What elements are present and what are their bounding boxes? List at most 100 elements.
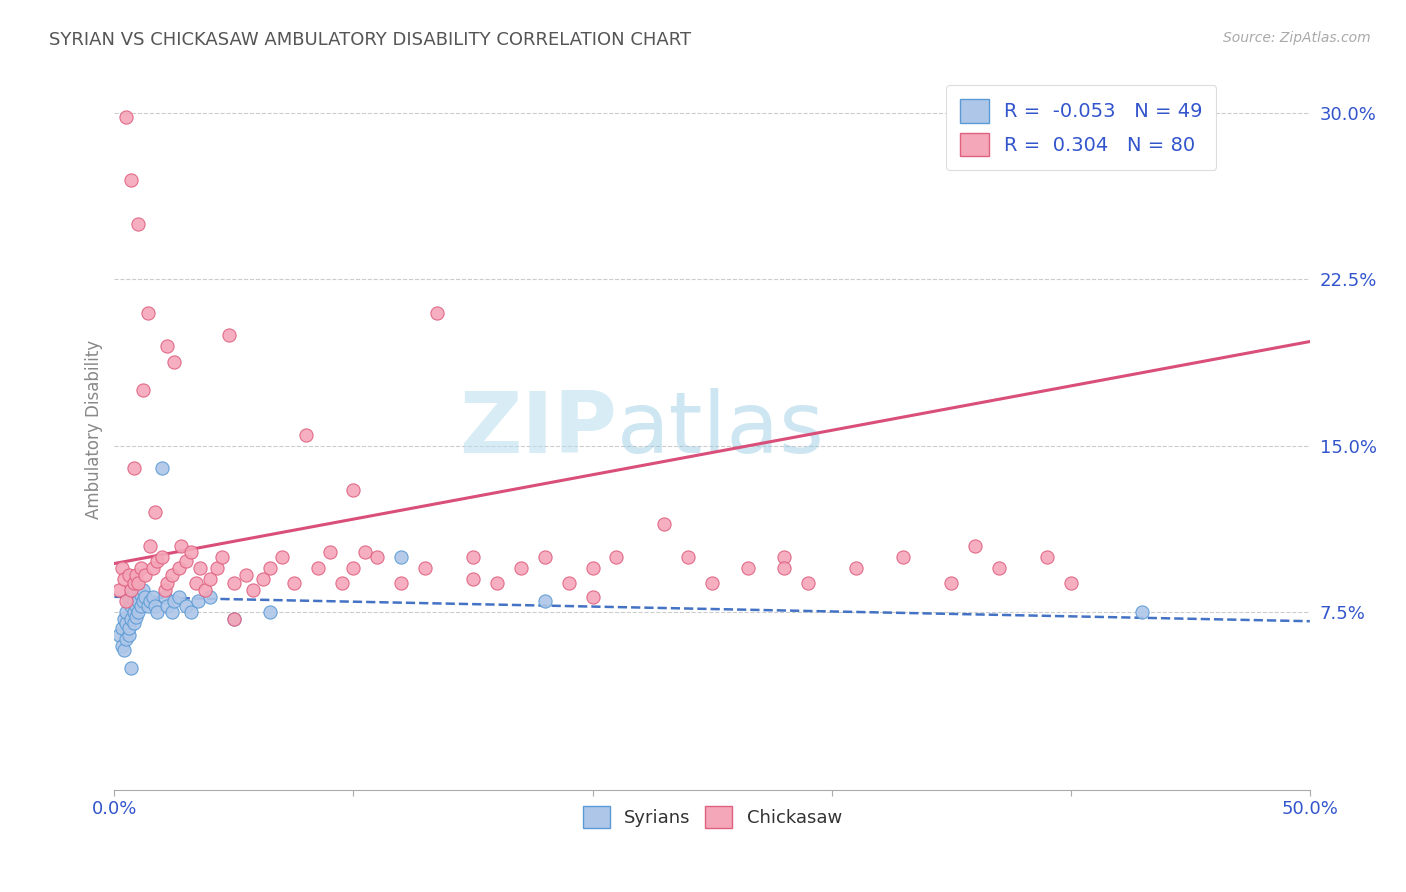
Point	[198, 590, 221, 604]
Point	[122, 605, 145, 619]
Point	[136, 599, 159, 613]
Point	[127, 594, 149, 608]
Point	[143, 506, 166, 520]
Point	[318, 545, 340, 559]
Point	[180, 545, 202, 559]
Text: SYRIAN VS CHICKASAW AMBULATORY DISABILITY CORRELATION CHART: SYRIAN VS CHICKASAW AMBULATORY DISABILIT…	[49, 31, 692, 49]
Point	[122, 576, 145, 591]
Point	[108, 583, 131, 598]
Point	[146, 605, 169, 619]
Point	[115, 594, 138, 608]
Point	[222, 612, 245, 626]
Point	[150, 549, 173, 564]
Point	[222, 612, 245, 626]
Point	[143, 599, 166, 613]
Point	[366, 549, 388, 564]
Point	[218, 327, 240, 342]
Point	[259, 561, 281, 575]
Point	[122, 616, 145, 631]
Point	[167, 561, 190, 575]
Point	[146, 554, 169, 568]
Point	[845, 561, 868, 575]
Point	[134, 567, 156, 582]
Point	[125, 609, 148, 624]
Point	[797, 576, 820, 591]
Point	[205, 561, 228, 575]
Text: Source: ZipAtlas.com: Source: ZipAtlas.com	[1223, 31, 1371, 45]
Point	[242, 583, 264, 598]
Point	[118, 567, 141, 582]
Point	[136, 306, 159, 320]
Point	[120, 590, 142, 604]
Point	[120, 172, 142, 186]
Point	[108, 627, 131, 641]
Point	[112, 612, 135, 626]
Point	[965, 539, 987, 553]
Point	[134, 590, 156, 604]
Point	[142, 590, 165, 604]
Point	[194, 583, 217, 598]
Point	[127, 583, 149, 598]
Point	[533, 549, 555, 564]
Point	[120, 599, 142, 613]
Point	[153, 583, 176, 598]
Point	[737, 561, 759, 575]
Point	[1036, 549, 1059, 564]
Point	[160, 605, 183, 619]
Legend: Syrians, Chickasaw: Syrians, Chickasaw	[575, 798, 849, 835]
Point	[294, 427, 316, 442]
Point	[163, 354, 186, 368]
Point	[139, 594, 162, 608]
Point	[676, 549, 699, 564]
Point	[700, 576, 723, 591]
Point	[222, 576, 245, 591]
Point	[1132, 605, 1154, 619]
Point	[259, 605, 281, 619]
Point	[127, 576, 149, 591]
Point	[110, 621, 132, 635]
Point	[330, 576, 353, 591]
Point	[893, 549, 915, 564]
Point	[127, 217, 149, 231]
Point	[652, 516, 675, 531]
Point	[132, 384, 155, 398]
Point	[581, 590, 603, 604]
Point	[110, 639, 132, 653]
Point	[461, 572, 484, 586]
Point	[211, 549, 233, 564]
Y-axis label: Ambulatory Disability: Ambulatory Disability	[86, 340, 103, 519]
Point	[150, 461, 173, 475]
Text: atlas: atlas	[616, 388, 824, 471]
Point	[129, 599, 152, 613]
Point	[988, 561, 1011, 575]
Point	[389, 549, 412, 564]
Point	[773, 561, 796, 575]
Point	[187, 594, 209, 608]
Point	[132, 594, 155, 608]
Point	[605, 549, 627, 564]
Point	[773, 549, 796, 564]
Point	[252, 572, 274, 586]
Point	[342, 483, 364, 498]
Point	[127, 605, 149, 619]
Point	[115, 632, 138, 646]
Point	[115, 111, 138, 125]
Point	[120, 612, 142, 626]
Point	[342, 561, 364, 575]
Point	[170, 539, 193, 553]
Point	[235, 567, 257, 582]
Point	[115, 616, 138, 631]
Point	[426, 306, 449, 320]
Point	[461, 549, 484, 564]
Point	[509, 561, 531, 575]
Point	[132, 583, 155, 598]
Point	[180, 605, 202, 619]
Point	[270, 549, 292, 564]
Point	[160, 567, 183, 582]
Point	[142, 561, 165, 575]
Point	[184, 576, 207, 591]
Point	[122, 583, 145, 598]
Point	[122, 594, 145, 608]
Point	[112, 572, 135, 586]
Point	[129, 588, 152, 602]
